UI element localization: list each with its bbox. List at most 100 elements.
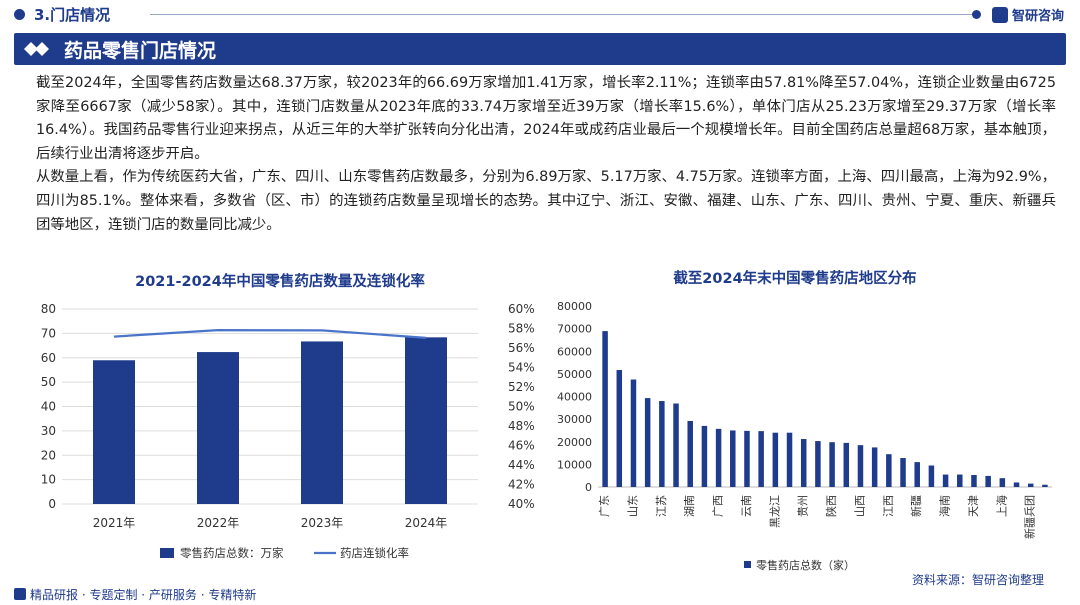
section-dot-icon <box>14 9 25 20</box>
y-tick-label: 60 <box>41 351 56 365</box>
double-diamond-icon <box>24 42 49 56</box>
y-tick-label: 50000 <box>557 368 592 381</box>
left-chart-title: 2021-2024年中国零售药店数量及连锁化率 <box>135 274 425 290</box>
y2-tick-label: 42% <box>508 478 535 492</box>
bar <box>871 447 878 487</box>
y-tick-label: 80 <box>41 302 56 316</box>
y-tick-label: 80000 <box>557 300 592 313</box>
paragraph: 截至2024年，全国零售药店数量达68.37万家，较2023年的66.69万家增… <box>36 75 1056 162</box>
chain-rate-line <box>113 329 427 339</box>
bar <box>715 428 722 487</box>
x-tick-label: 云南 <box>740 495 753 517</box>
bar <box>644 398 651 487</box>
bar <box>957 474 963 487</box>
bar <box>701 425 708 487</box>
bar <box>197 352 239 504</box>
y-tick-label: 10000 <box>557 458 592 471</box>
x-tick-label: 湖南 <box>683 495 696 517</box>
bar <box>673 403 679 487</box>
store-count-chart: 0 10 20 30 40 50 60 70 80 40% 42% 44% 46% 48% 50% 52% 54… <box>41 302 535 560</box>
bar <box>857 445 864 487</box>
bar <box>405 337 447 504</box>
y-tick-label: 30 <box>41 424 56 438</box>
brand-logo-icon <box>992 6 1008 23</box>
x-tick-label: 贵州 <box>797 495 810 517</box>
bar <box>843 442 850 487</box>
y2-tick-label: 48% <box>508 419 535 433</box>
x-tick-label: 2024年 <box>405 516 448 530</box>
y-tick-label: 70000 <box>557 323 592 336</box>
x-tick-label: 2021年 <box>93 516 136 530</box>
footer-logo-icon <box>14 588 26 600</box>
bar <box>786 432 793 487</box>
region-distribution-chart: 0 10000 20000 30000 40000 50000 60000 70000 8000… <box>557 300 1052 572</box>
brand-name: 智研咨询 <box>1012 9 1065 24</box>
x-tick-label: 山东 <box>626 495 639 517</box>
y-tick-label: 60000 <box>557 345 592 358</box>
legend-line-label: 药店连锁化率 <box>340 546 409 560</box>
footer: 精品研报 · 专题定制 · 产研服务 · 专精特新 <box>0 583 1080 605</box>
y2-tick-label: 52% <box>508 380 535 394</box>
bar <box>602 331 608 487</box>
y-tick-label: 0 <box>48 497 56 511</box>
bar <box>815 441 821 487</box>
x-tick-label: 黑龙江 <box>768 495 781 528</box>
x-tick-label: 2023年 <box>301 516 344 530</box>
bar <box>630 379 637 487</box>
legend-swatch <box>744 561 751 568</box>
paragraph: 从数量上看，作为传统医药大省，广东、四川、山东零售药店数最多，分别为6.89万家… <box>36 169 1056 233</box>
source-note: 资料来源：智研咨询整理 <box>912 573 1045 587</box>
x-tick-label: 山西 <box>853 495 866 517</box>
bar <box>971 475 977 487</box>
right-chart-title: 截至2024年末中国零售药店地区分布 <box>673 271 917 287</box>
bar <box>1042 484 1048 487</box>
y-tick-label: 20000 <box>557 436 592 449</box>
x-tick-label: 广东 <box>598 495 611 517</box>
bar <box>301 341 343 504</box>
bar <box>1013 482 1020 487</box>
brand: 智研咨询 <box>992 5 1064 24</box>
bar <box>985 475 991 487</box>
y2-tick-label: 56% <box>508 341 535 355</box>
y-tick-label: 10 <box>41 473 56 487</box>
y-tick-label: 0 <box>585 481 592 494</box>
y2-tick-label: 54% <box>508 361 535 375</box>
x-tick-label: 江苏 <box>655 495 668 517</box>
bar <box>616 370 623 487</box>
title-banner: 药品零售门店情况 <box>14 33 1066 65</box>
y-tick-label: 30000 <box>557 413 592 426</box>
bar <box>829 442 835 487</box>
x-tick-label: 陕西 <box>824 495 838 517</box>
x-tick-label: 广西 <box>712 495 725 517</box>
bar <box>687 420 693 487</box>
bar <box>744 430 750 487</box>
x-tick-label: 江西 <box>882 495 895 517</box>
bar <box>730 430 736 487</box>
bar <box>772 432 779 487</box>
x-tick-label: 新疆兵团 <box>1023 495 1037 539</box>
y-tick-label: 70 <box>41 326 56 340</box>
bar <box>999 478 1006 487</box>
y2-tick-label: 44% <box>508 458 535 472</box>
y2-tick-label: 58% <box>508 322 535 336</box>
y2-tick-label: 40% <box>508 497 535 511</box>
bar <box>886 454 892 487</box>
x-tick-label: 海南 <box>938 495 952 517</box>
x-tick-label: 天津 <box>967 495 980 517</box>
bar <box>928 465 935 487</box>
divider-end-dot-icon <box>972 10 981 19</box>
bar <box>900 458 906 487</box>
y2-tick-label: 46% <box>508 439 535 453</box>
bar <box>659 401 665 487</box>
bar <box>942 474 949 487</box>
bar <box>1027 483 1034 487</box>
y-tick-label: 50 <box>41 375 56 389</box>
section-title: 3.门店情况 <box>34 6 111 24</box>
y-tick-label: 40 <box>41 400 56 414</box>
y-tick-label: 20 <box>41 448 56 462</box>
bar <box>758 431 764 487</box>
body-text: 截至2024年，全国零售药店数量达68.37万家，较2023年的66.69万家增… <box>36 72 1056 237</box>
legend-bar-swatch <box>160 548 174 558</box>
y2-tick-label: 60% <box>508 302 535 316</box>
header-divider <box>150 14 980 15</box>
